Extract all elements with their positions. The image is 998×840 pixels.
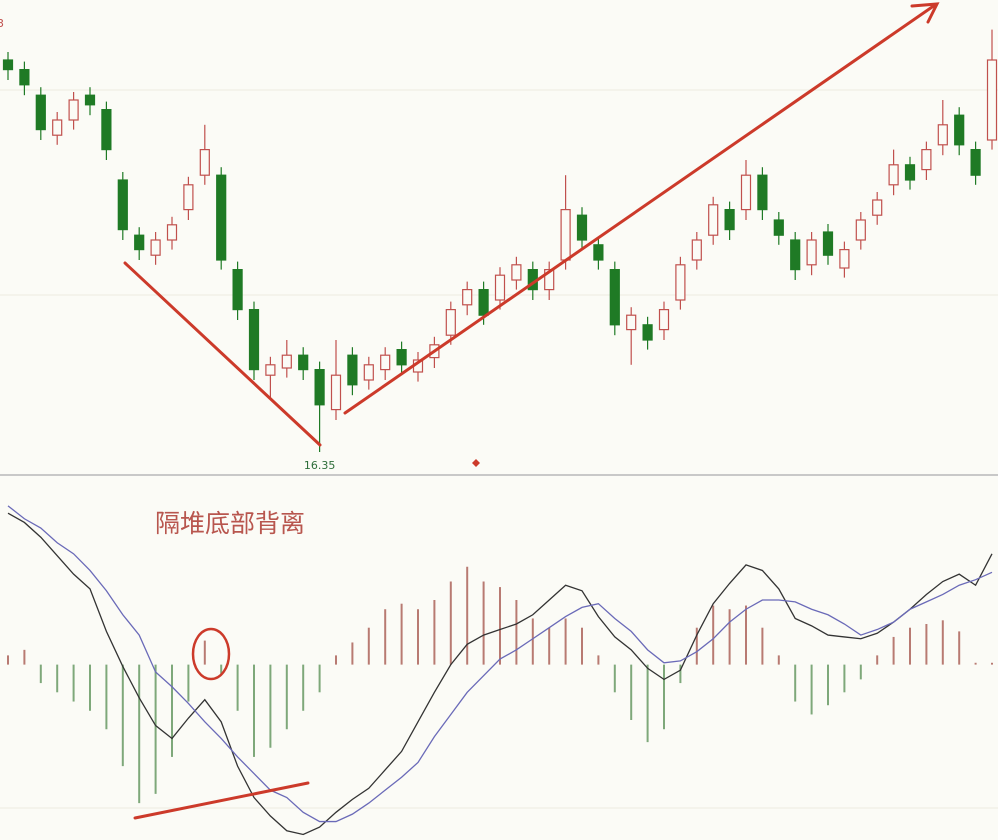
macd-line [7, 505, 993, 823]
candle-body [150, 239, 161, 256]
macd-panel [7, 505, 993, 836]
candle-body [330, 374, 342, 411]
candle-body [216, 174, 227, 261]
candle-body [298, 354, 309, 371]
candle-body [904, 164, 916, 181]
candle-body [84, 94, 96, 106]
candle-body [609, 269, 620, 326]
candle-body [166, 224, 178, 241]
candle-body [396, 349, 407, 366]
arrow-head [910, 2, 940, 24]
candle-body [248, 309, 260, 371]
candle-body [265, 364, 276, 376]
low-label: 16.35 [304, 459, 336, 472]
candle-body [347, 354, 358, 386]
macd-line [7, 512, 993, 836]
candle-body [380, 354, 391, 371]
trend-line [123, 261, 322, 447]
candle-body [314, 369, 325, 406]
candle-body [281, 354, 292, 369]
candle-body [52, 119, 63, 136]
candle-body [839, 249, 850, 269]
candle-body [888, 164, 899, 186]
candle-body [511, 264, 522, 281]
candle-body [921, 149, 932, 171]
annotation: 隔堆底部背离 [155, 509, 305, 538]
candle-body [560, 209, 571, 261]
trend-line [133, 781, 310, 820]
candle-body [937, 124, 948, 146]
candle-body [806, 239, 817, 266]
candle-body [593, 244, 604, 261]
candle-body [724, 209, 735, 231]
marker [472, 459, 480, 467]
candle-body [19, 68, 30, 86]
candle-body [986, 59, 998, 141]
candle-body [232, 269, 243, 311]
candle-body [35, 94, 46, 131]
candle-body [478, 289, 489, 316]
candle-body [626, 314, 637, 331]
candle-body [790, 239, 801, 271]
candle-body [134, 234, 145, 251]
candle-body [757, 174, 768, 211]
corner-label: 3 [0, 17, 4, 30]
candle-body [462, 289, 473, 306]
highlight-circle [191, 627, 231, 681]
candle-body [872, 199, 883, 216]
trend-line [343, 3, 937, 415]
candle-body [708, 204, 719, 236]
candle-body [658, 309, 670, 331]
candle-body [740, 174, 752, 211]
candle-body [445, 309, 456, 336]
candle-body [675, 264, 686, 301]
candle-body [117, 179, 128, 231]
candle-body [2, 59, 14, 71]
candle-body [199, 149, 210, 176]
candle-body [970, 149, 981, 176]
candle-body [494, 274, 506, 301]
trend-annotations [123, 2, 940, 820]
candle-body [68, 99, 79, 121]
candle-body [954, 114, 965, 146]
candle-body [576, 214, 588, 241]
candle-body [855, 219, 866, 241]
candle-body [642, 324, 653, 341]
candle-body [822, 231, 834, 256]
candle-body [183, 184, 194, 211]
candle-body [101, 108, 112, 151]
candle-body [773, 219, 784, 236]
candle-body [544, 269, 555, 291]
candle-body [363, 364, 374, 381]
candle-body [691, 239, 702, 261]
